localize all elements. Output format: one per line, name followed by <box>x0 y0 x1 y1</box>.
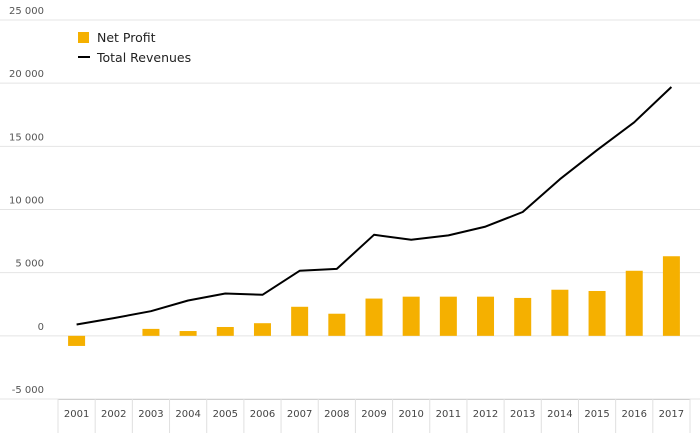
x-tick-label: 2011 <box>436 409 461 420</box>
bar-net-profit <box>588 290 606 336</box>
bar-net-profit <box>365 298 383 336</box>
x-tick-label: 2015 <box>584 409 609 420</box>
legend-swatch-total-revenues <box>78 56 90 58</box>
gridlines <box>0 19 700 400</box>
x-tick-label: 2006 <box>250 409 275 420</box>
bar-net-profit <box>216 326 234 336</box>
x-tick-label: 2001 <box>64 409 89 420</box>
bar-net-profit <box>328 313 346 336</box>
legend-item-net-profit: Net Profit <box>78 27 191 47</box>
bar-net-profit <box>68 335 86 346</box>
bar-net-profit <box>477 296 495 336</box>
total-revenues-line-group <box>76 86 673 326</box>
y-tick-label: 10 000 <box>9 196 44 207</box>
x-axis: 2001 2002 2003 2004 2005 2006 2007 2008 2009 2010… <box>57 399 691 433</box>
y-tick-label: 20 000 <box>9 69 44 80</box>
total-revenues-line <box>76 86 673 326</box>
x-tick-label: 2003 <box>138 409 163 420</box>
x-tick-label: 2012 <box>473 409 498 420</box>
bar-net-profit <box>514 297 532 336</box>
bar-net-profit <box>625 270 643 336</box>
y-tick-label: 15 000 <box>9 132 44 143</box>
bar-net-profit <box>551 289 569 336</box>
x-tick-label: 2014 <box>547 409 572 420</box>
x-tick-label: 2005 <box>213 409 238 420</box>
legend-label-total-revenues: Total Revenues <box>97 49 192 65</box>
y-axis: -5 000 0 5 000 10 000 15 000 20 000 25 000 <box>9 6 44 396</box>
x-tick-label: 2013 <box>510 409 535 420</box>
legend-label-net-profit: Net Profit <box>97 29 156 45</box>
legend-item-total-revenues: Total Revenues <box>78 47 191 67</box>
x-tick-label: 2002 <box>101 409 126 420</box>
y-tick-label: 5 000 <box>15 259 44 270</box>
x-tick-label: 2016 <box>622 409 647 420</box>
legend-swatch-net-profit <box>78 31 89 43</box>
bar-net-profit <box>662 256 680 336</box>
bar-net-profit <box>253 323 271 336</box>
x-tick-label: 2008 <box>324 409 349 420</box>
bar-net-profit <box>402 296 420 336</box>
y-tick-label: 0 <box>38 322 44 333</box>
x-tick-label: 2009 <box>361 409 386 420</box>
bar-net-profit <box>439 296 457 336</box>
net-profit-bars <box>68 256 680 346</box>
bar-net-profit <box>142 328 160 336</box>
x-tick-label: 2010 <box>398 409 423 420</box>
x-tick-label: 2017 <box>659 409 684 420</box>
x-tick-label: 2007 <box>287 409 312 420</box>
legend: Net Profit Total Revenues <box>78 27 191 67</box>
y-tick-label: 25 000 <box>9 6 44 17</box>
x-tick-label: 2004 <box>175 409 200 420</box>
bar-net-profit <box>179 331 197 336</box>
y-tick-label: -5 000 <box>12 385 44 396</box>
bar-net-profit <box>291 306 309 336</box>
